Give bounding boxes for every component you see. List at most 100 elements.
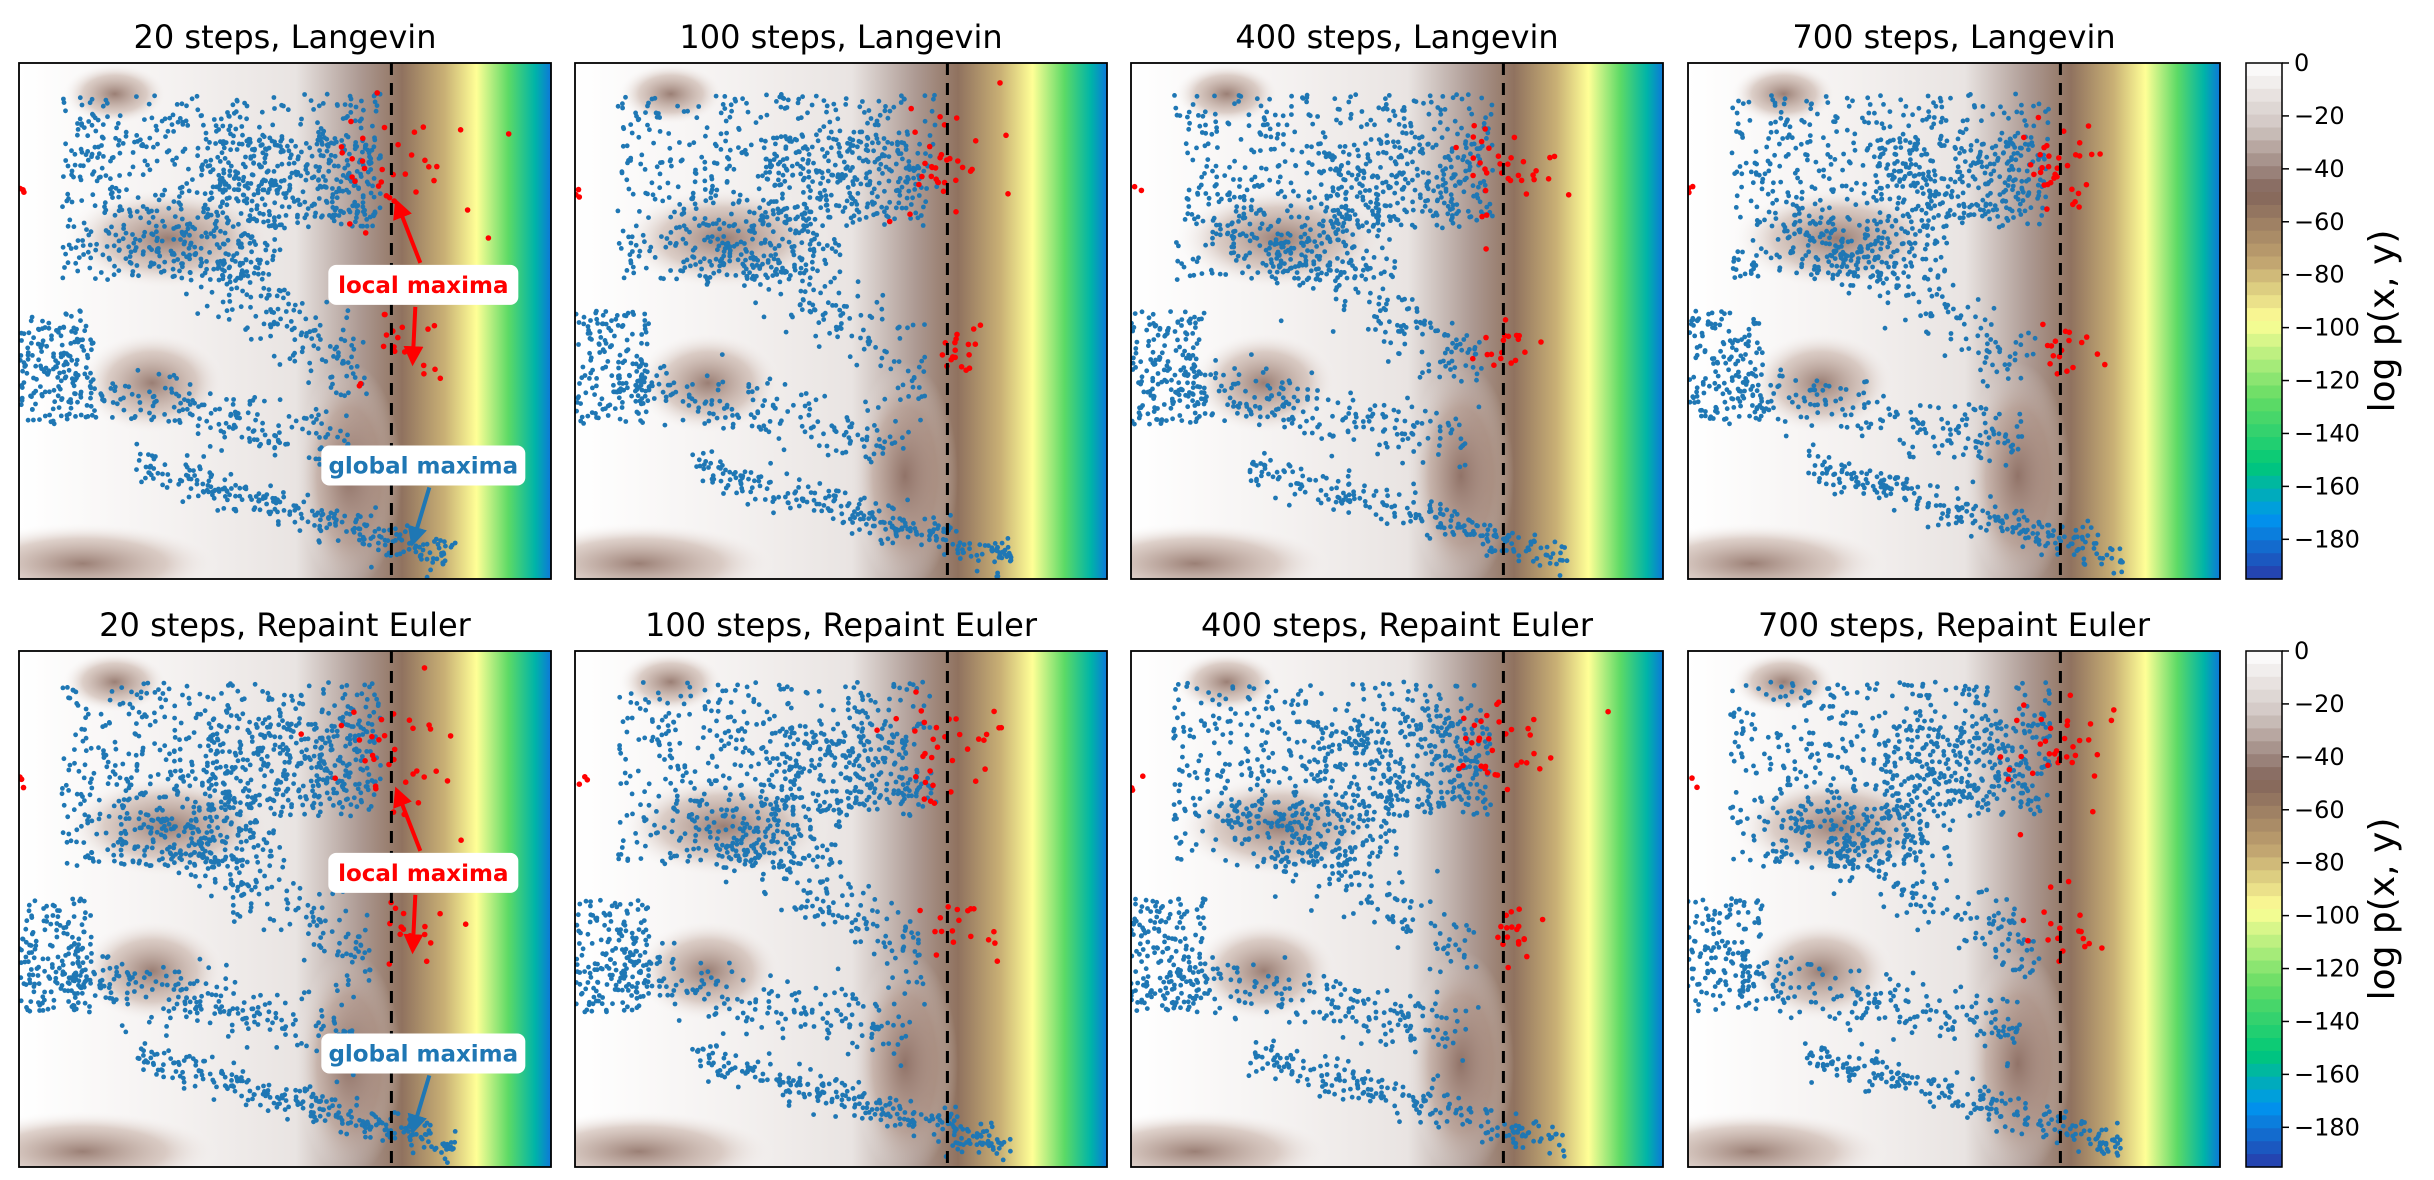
blue-sample-point (170, 157, 176, 163)
blue-sample-point (1442, 155, 1448, 160)
blue-sample-point (624, 337, 630, 343)
panel-2: 100 steps, Langevin (574, 18, 1108, 580)
blue-sample-point (137, 451, 143, 457)
blue-sample-point (914, 531, 920, 537)
blue-sample-point (100, 135, 106, 141)
blue-sample-point (285, 107, 291, 113)
blue-sample-point (642, 167, 648, 172)
blue-sample-point (171, 199, 177, 205)
blue-sample-point (155, 246, 160, 252)
blue-sample-point (1490, 167, 1495, 173)
blue-sample-point (362, 207, 367, 213)
red-sample-point (1502, 317, 1509, 323)
red-sample-point (952, 339, 958, 346)
red-sample-point (360, 135, 366, 142)
blue-sample-point (184, 406, 190, 412)
blue-sample-point (89, 122, 95, 128)
blue-sample-point (1308, 205, 1314, 210)
blue-sample-point (1860, 163, 1866, 168)
blue-sample-point (245, 325, 250, 331)
blue-sample-point (791, 402, 796, 408)
blue-sample-point (1469, 141, 1475, 147)
blue-sample-point (895, 149, 900, 154)
blue-sample-point (1385, 493, 1390, 499)
blue-sample-point (1344, 275, 1350, 281)
blue-sample-point (1371, 493, 1377, 498)
blue-sample-point (221, 145, 227, 151)
blue-sample-point (1227, 197, 1233, 203)
blue-sample-point (807, 275, 813, 281)
blue-sample-point (1300, 473, 1306, 479)
blue-sample-point (166, 205, 172, 211)
blue-sample-point (186, 391, 192, 396)
blue-sample-point (1267, 126, 1273, 132)
blue-sample-point (845, 185, 851, 190)
blue-sample-point (812, 490, 818, 496)
red-sample-point (420, 124, 427, 130)
blue-sample-point (40, 318, 45, 324)
blue-sample-point (1259, 469, 1265, 475)
blue-sample-point (716, 382, 721, 387)
blue-sample-point (357, 537, 362, 543)
blue-sample-point (172, 273, 177, 279)
blue-sample-point (1273, 237, 1279, 243)
blue-sample-point (1299, 224, 1305, 230)
blue-sample-point (744, 273, 750, 279)
blue-sample-point (1155, 371, 1161, 376)
blue-sample-point (287, 509, 293, 515)
blue-sample-point (275, 321, 280, 327)
blue-sample-point (33, 363, 39, 369)
blue-sample-point (323, 409, 329, 415)
blue-sample-point (927, 153, 933, 159)
blue-sample-point (637, 398, 643, 404)
blue-sample-point (1348, 111, 1354, 117)
blue-sample-point (305, 519, 311, 525)
blue-sample-point (1182, 217, 1188, 222)
blue-sample-point (316, 177, 321, 183)
blue-sample-point (756, 478, 762, 484)
blue-sample-point (911, 175, 916, 181)
blue-sample-point (1322, 249, 1328, 255)
blue-sample-point (1295, 386, 1300, 392)
blue-sample-point (1509, 541, 1515, 546)
blue-sample-point (1443, 363, 1448, 369)
blue-sample-point (633, 382, 639, 388)
blue-sample-point (862, 110, 867, 115)
blue-sample-point (754, 386, 760, 391)
blue-sample-point (368, 190, 374, 196)
blue-sample-point (120, 236, 126, 242)
blue-sample-point (30, 407, 35, 412)
blue-sample-point (620, 105, 625, 111)
blue-sample-point (1458, 445, 1464, 451)
blue-sample-point (227, 168, 233, 174)
blue-sample-point (922, 322, 927, 327)
blue-sample-point (1365, 326, 1371, 332)
blue-sample-point (716, 243, 722, 249)
blue-sample-point (143, 464, 149, 470)
blue-sample-point (209, 472, 215, 478)
blue-sample-point (1318, 201, 1324, 207)
blue-sample-point (179, 101, 185, 107)
blue-sample-point (835, 174, 841, 180)
blue-sample-point (837, 269, 843, 275)
blue-sample-point (727, 244, 733, 250)
blue-sample-point (879, 541, 885, 546)
blue-sample-point (153, 223, 159, 229)
blue-sample-point (311, 343, 317, 349)
blue-sample-point (331, 141, 337, 146)
blue-sample-point (1213, 358, 1218, 363)
blue-sample-point (1438, 506, 1443, 512)
blue-sample-point (941, 529, 946, 535)
blue-sample-point (266, 509, 272, 515)
blue-sample-point (24, 370, 30, 376)
blue-sample-point (874, 443, 879, 448)
blue-sample-point (332, 511, 337, 517)
blue-sample-point (1346, 152, 1352, 157)
blue-sample-point (238, 304, 244, 310)
blue-sample-point (893, 205, 899, 211)
blue-sample-point (195, 423, 201, 429)
blue-sample-point (905, 368, 911, 374)
blue-sample-point (723, 138, 728, 144)
blue-sample-point (179, 275, 185, 281)
blue-sample-point (412, 545, 418, 551)
